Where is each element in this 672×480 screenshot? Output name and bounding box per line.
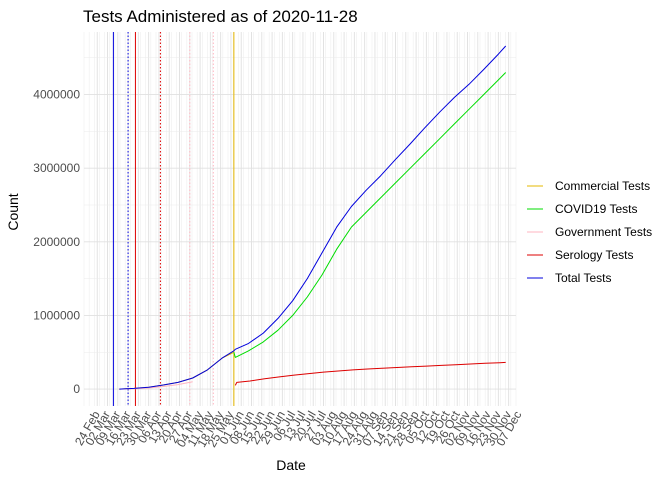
- grid: [83, 32, 517, 406]
- legend-label: Total Tests: [555, 271, 611, 285]
- x-axis-title: Date: [276, 457, 306, 473]
- legend-label: Commercial Tests: [555, 179, 650, 193]
- chart-title: Tests Administered as of 2020-11-28: [83, 7, 358, 26]
- y-tick-label: 1000000: [33, 308, 80, 322]
- legend-label: Government Tests: [555, 225, 652, 239]
- y-axis-title: Count: [5, 193, 21, 230]
- series-line: [119, 45, 507, 390]
- legend-label: Serology Tests: [555, 248, 634, 262]
- reference-lines: [112, 32, 235, 406]
- y-tick-label: 4000000: [33, 88, 80, 102]
- y-tick-label: 3000000: [33, 161, 80, 175]
- y-tick-label: 0: [73, 382, 80, 396]
- legend: Commercial Tests COVID19 Tests Government …: [527, 179, 652, 285]
- series-lines: [119, 45, 507, 390]
- series-line: [233, 72, 507, 358]
- legend-label: COVID19 Tests: [555, 202, 637, 216]
- series-line: [234, 361, 506, 386]
- y-axis-ticks: 0 1000000 2000000 3000000 4000000: [33, 88, 80, 396]
- y-tick-label: 2000000: [33, 235, 80, 249]
